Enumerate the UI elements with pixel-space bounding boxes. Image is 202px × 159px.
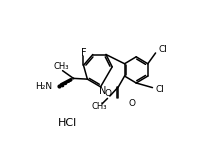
Text: HCl: HCl (58, 118, 77, 128)
Text: O: O (103, 89, 110, 98)
Text: CH₃: CH₃ (91, 102, 106, 111)
Text: F: F (80, 48, 86, 58)
Text: CH₃: CH₃ (53, 62, 68, 71)
Text: Cl: Cl (158, 45, 167, 54)
Text: N: N (99, 86, 106, 96)
Text: H₂N: H₂N (35, 82, 52, 91)
Text: O: O (128, 99, 135, 108)
Text: Cl: Cl (155, 85, 164, 94)
